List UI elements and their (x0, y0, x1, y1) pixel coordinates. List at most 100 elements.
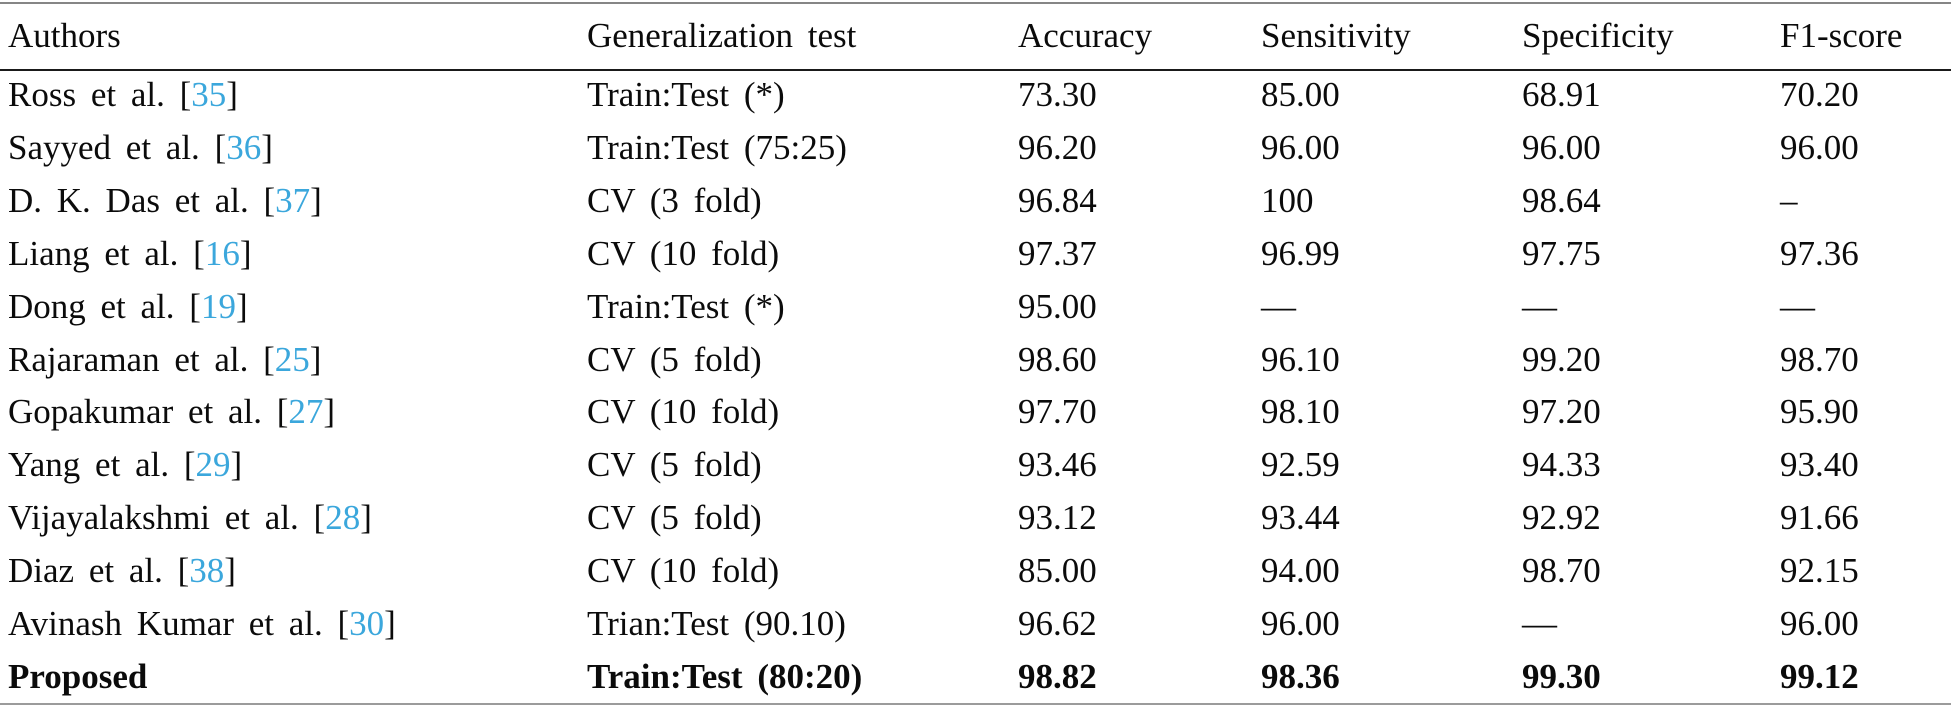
accuracy-cell: 96.84 (1018, 181, 1097, 221)
citation-number[interactable]: 35 (191, 75, 227, 115)
author-cell: Rajaraman et al. [25] (8, 333, 587, 386)
accuracy-cell: 93.12 (1018, 498, 1097, 538)
citation-link[interactable]: [28] (298, 498, 372, 538)
f1-score-cell: 98.70 (1780, 339, 1859, 379)
citation-number[interactable]: 29 (195, 445, 231, 485)
accuracy-cell: 96.20 (1018, 128, 1097, 168)
f1-score-cell: 96.00 (1780, 603, 1859, 643)
accuracy-cell: 97.37 (1018, 233, 1097, 273)
author-cell: Liang et al. [16] (8, 228, 587, 281)
specificity-cell: 98.70 (1522, 551, 1601, 591)
citation-number[interactable]: 36 (226, 128, 262, 168)
specificity-cell: — (1522, 603, 1557, 643)
author-cell: Sayyed et al. [36] (8, 122, 587, 175)
author-name: Gopakumar et al. (8, 392, 262, 432)
author-cell: Avinash Kumar et al. [30] (8, 597, 587, 650)
accuracy-cell: 96.62 (1018, 603, 1097, 643)
column-header-authors: Authors (8, 16, 121, 55)
citation-link[interactable]: [16] (178, 233, 252, 273)
accuracy-cell: 98.82 (1018, 656, 1097, 696)
generalization-test-cell: CV (3 fold) (587, 181, 762, 221)
f1-score-cell: 96.00 (1780, 128, 1859, 168)
citation-link[interactable]: [30] (322, 603, 396, 643)
column-header-accuracy: Accuracy (1018, 16, 1153, 55)
comparison-table: Authors Generalization test Accuracy Sen… (0, 3, 1951, 703)
citation-number[interactable]: 30 (349, 603, 385, 643)
generalization-test-cell: CV (5 fold) (587, 339, 762, 379)
specificity-cell: — (1522, 286, 1557, 326)
sensitivity-cell: 92.59 (1261, 445, 1340, 485)
accuracy-cell: 85.00 (1018, 551, 1097, 591)
author-cell: Proposed (8, 650, 587, 703)
specificity-cell: 96.00 (1522, 128, 1601, 168)
accuracy-cell: 95.00 (1018, 286, 1097, 326)
specificity-cell: 94.33 (1522, 445, 1601, 485)
generalization-test-cell: CV (5 fold) (587, 498, 762, 538)
generalization-test-cell: CV (5 fold) (587, 445, 762, 485)
generalization-test-cell: CV (10 fold) (587, 551, 780, 591)
column-header-sensitivity: Sensitivity (1261, 16, 1411, 55)
sensitivity-cell: — (1261, 286, 1296, 326)
sensitivity-cell: 98.36 (1261, 656, 1340, 696)
accuracy-cell: 73.30 (1018, 75, 1097, 115)
author-cell: Ross et al. [35] (8, 69, 587, 122)
f1-score-cell: 93.40 (1780, 445, 1859, 485)
sensitivity-cell: 98.10 (1261, 392, 1340, 432)
citation-number[interactable]: 37 (275, 181, 311, 221)
generalization-test-cell: CV (10 fold) (587, 233, 780, 273)
author-name: Liang et al. (8, 233, 179, 273)
citation-number[interactable]: 19 (200, 286, 236, 326)
generalization-test-cell: Train:Test (80:20) (587, 656, 863, 696)
f1-score-cell: 91.66 (1780, 498, 1859, 538)
generalization-test-cell: Train:Test (*) (587, 286, 785, 326)
citation-number[interactable]: 16 (204, 233, 240, 273)
accuracy-cell: 93.46 (1018, 445, 1097, 485)
specificity-cell: 97.75 (1522, 233, 1601, 273)
citation-number[interactable]: 38 (189, 551, 225, 591)
author-name: Diaz et al. (8, 551, 163, 591)
sensitivity-cell: 96.00 (1261, 128, 1340, 168)
table-header-rule (0, 69, 1951, 71)
sensitivity-cell: 94.00 (1261, 551, 1340, 591)
generalization-test-cell: Trian:Test (90.10) (587, 603, 846, 643)
citation-link[interactable]: [38] (162, 551, 236, 591)
specificity-cell: 92.92 (1522, 498, 1601, 538)
citation-link[interactable]: [27] (262, 392, 336, 432)
citation-link[interactable]: [25] (248, 339, 322, 379)
table-top-rule (0, 2, 1951, 4)
citation-number[interactable]: 28 (325, 498, 361, 538)
citation-link[interactable]: [35] (164, 75, 238, 115)
f1-score-cell: 70.20 (1780, 75, 1859, 115)
f1-score-cell: 95.90 (1780, 392, 1859, 432)
citation-number[interactable]: 27 (288, 392, 324, 432)
author-name: Rajaraman et al. (8, 339, 249, 379)
accuracy-cell: 97.70 (1018, 392, 1097, 432)
author-name: Sayyed et al. (8, 128, 200, 168)
author-name: Ross et al. (8, 75, 165, 115)
generalization-test-cell: CV (10 fold) (587, 392, 780, 432)
f1-score-cell: – (1780, 181, 1798, 221)
citation-link[interactable]: [37] (248, 181, 322, 221)
author-name: D. K. Das et al. (8, 181, 249, 221)
f1-score-cell: — (1780, 286, 1815, 326)
table-bottom-rule (0, 703, 1951, 705)
accuracy-cell: 98.60 (1018, 339, 1097, 379)
sensitivity-cell: 93.44 (1261, 498, 1340, 538)
author-cell: Dong et al. [19] (8, 280, 587, 333)
citation-link[interactable]: [19] (174, 286, 248, 326)
generalization-test-cell: Train:Test (75:25) (587, 128, 847, 168)
column-header-generalization-test: Generalization test (587, 16, 857, 55)
author-name: Proposed (8, 656, 148, 696)
specificity-cell: 99.30 (1522, 656, 1601, 696)
author-cell: Vijayalakshmi et al. [28] (8, 492, 587, 545)
author-cell: D. K. Das et al. [37] (8, 175, 587, 228)
citation-link[interactable]: [29] (169, 445, 243, 485)
column-header-f1-score: F1-score (1780, 16, 1903, 55)
author-name: Avinash Kumar et al. (8, 603, 323, 643)
author-name: Dong et al. (8, 286, 175, 326)
citation-link[interactable]: [36] (199, 128, 273, 168)
author-cell: Diaz et al. [38] (8, 545, 587, 598)
citation-number[interactable]: 25 (274, 339, 310, 379)
sensitivity-cell: 96.10 (1261, 339, 1340, 379)
